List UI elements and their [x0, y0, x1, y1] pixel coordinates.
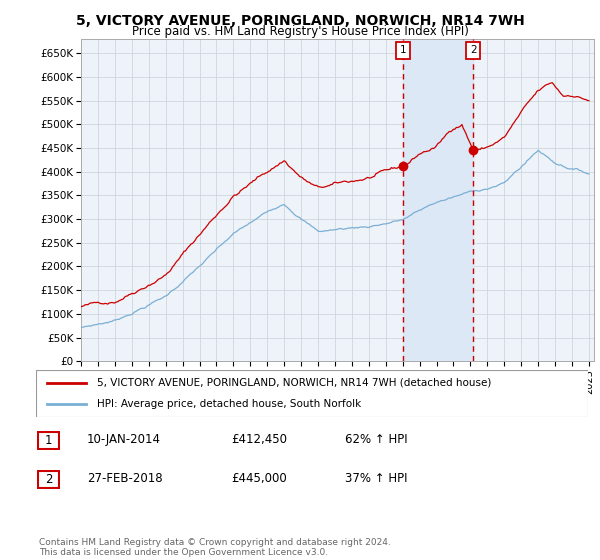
Text: 10-JAN-2014: 10-JAN-2014	[87, 433, 161, 446]
Text: 2: 2	[45, 473, 52, 486]
Text: Contains HM Land Registry data © Crown copyright and database right 2024.
This d: Contains HM Land Registry data © Crown c…	[39, 538, 391, 557]
Text: HPI: Average price, detached house, South Norfolk: HPI: Average price, detached house, Sout…	[97, 399, 361, 409]
Text: 2: 2	[470, 45, 476, 55]
FancyBboxPatch shape	[38, 432, 59, 449]
Text: Price paid vs. HM Land Registry's House Price Index (HPI): Price paid vs. HM Land Registry's House …	[131, 25, 469, 38]
Text: £445,000: £445,000	[231, 472, 287, 486]
FancyBboxPatch shape	[38, 471, 59, 488]
Text: 1: 1	[400, 45, 407, 55]
Text: 5, VICTORY AVENUE, PORINGLAND, NORWICH, NR14 7WH: 5, VICTORY AVENUE, PORINGLAND, NORWICH, …	[76, 14, 524, 28]
Text: 1: 1	[45, 433, 52, 447]
Bar	[403, 39, 473, 361]
Text: 37% ↑ HPI: 37% ↑ HPI	[345, 472, 407, 486]
Text: £412,450: £412,450	[231, 433, 287, 446]
Text: 5, VICTORY AVENUE, PORINGLAND, NORWICH, NR14 7WH (detached house): 5, VICTORY AVENUE, PORINGLAND, NORWICH, …	[97, 378, 491, 388]
Text: 27-FEB-2018: 27-FEB-2018	[87, 472, 163, 486]
Text: 62% ↑ HPI: 62% ↑ HPI	[345, 433, 407, 446]
